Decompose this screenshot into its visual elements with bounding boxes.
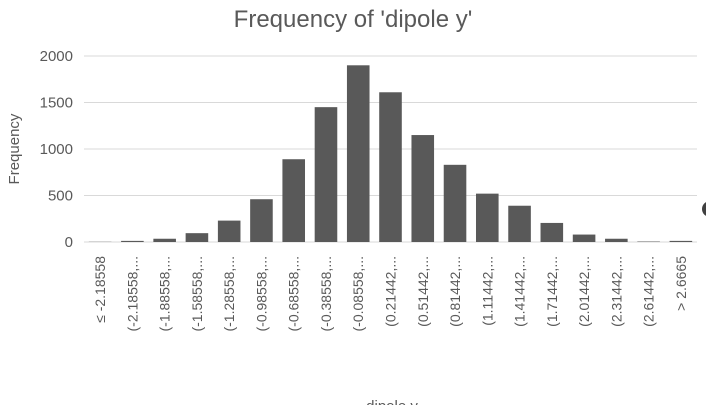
x-tick-label: (-1.28558,... (221, 256, 237, 332)
x-tick-label: (2.31442,... (608, 256, 624, 327)
y-tick-label: 500 (48, 188, 73, 205)
y-tick-label: 1000 (40, 141, 73, 158)
x-tick-label: (-1.58558,... (189, 256, 205, 332)
histogram-bar (411, 135, 435, 242)
histogram-bar (669, 240, 693, 242)
x-tick-label: (1.41442,... (512, 256, 528, 327)
x-tick-label: (-0.98558,... (253, 256, 269, 332)
histogram-bar (250, 199, 273, 242)
resize-handle[interactable] (702, 201, 706, 217)
histogram-bar (443, 164, 467, 242)
x-axis-title: dipole y (366, 398, 418, 405)
x-tick-label: (-1.88558,... (157, 256, 173, 332)
y-tick-label: 1500 (40, 95, 73, 112)
chart-title: Frequency of 'dipole y' (233, 6, 473, 33)
x-tick-label: (0.51442,... (415, 256, 431, 327)
histogram-bar (605, 238, 628, 242)
histogram-bar (572, 234, 596, 242)
x-tick-label: (-2.18558,... (124, 256, 140, 332)
histogram-bar (217, 220, 241, 242)
x-tick-label: (1.71442,... (544, 256, 560, 327)
x-tick-label: (-0.38558,... (318, 256, 334, 332)
histogram-bar (346, 65, 370, 242)
histogram-bar (475, 193, 499, 242)
histogram-bar (314, 107, 338, 243)
y-tick-label: 2000 (40, 48, 73, 65)
histogram-bar (282, 159, 306, 242)
y-axis-title: Frequency (6, 113, 23, 184)
histogram-bar (153, 238, 176, 242)
x-tick-label: ≤ -2.18558 (92, 256, 108, 323)
x-tick-label: (-0.08558,... (350, 256, 366, 332)
x-tick-label: (2.01442,... (576, 256, 592, 327)
x-tick-label: (1.11442,... (479, 256, 495, 326)
y-tick-label: 0 (65, 234, 73, 251)
x-tick-label: (-0.68558,... (286, 256, 302, 332)
histogram-bar (121, 240, 144, 242)
x-tick-label: > 2.6665 (673, 256, 689, 311)
histogram-bar (185, 233, 209, 242)
histogram-bar (508, 205, 531, 242)
x-tick-label: (0.21442,... (383, 256, 399, 327)
histogram-bar (379, 92, 402, 243)
histogram-bar (540, 222, 564, 242)
x-tick-label: (0.81442,... (447, 256, 463, 327)
x-tick-label: (2.61442,... (641, 256, 657, 327)
